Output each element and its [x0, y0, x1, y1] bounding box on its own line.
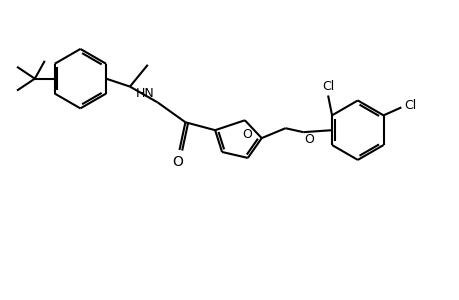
Text: O: O [304, 133, 313, 146]
Text: HN: HN [136, 88, 154, 100]
Text: O: O [172, 155, 183, 169]
Text: O: O [241, 128, 251, 141]
Text: Cl: Cl [321, 80, 334, 92]
Text: Cl: Cl [403, 99, 416, 112]
